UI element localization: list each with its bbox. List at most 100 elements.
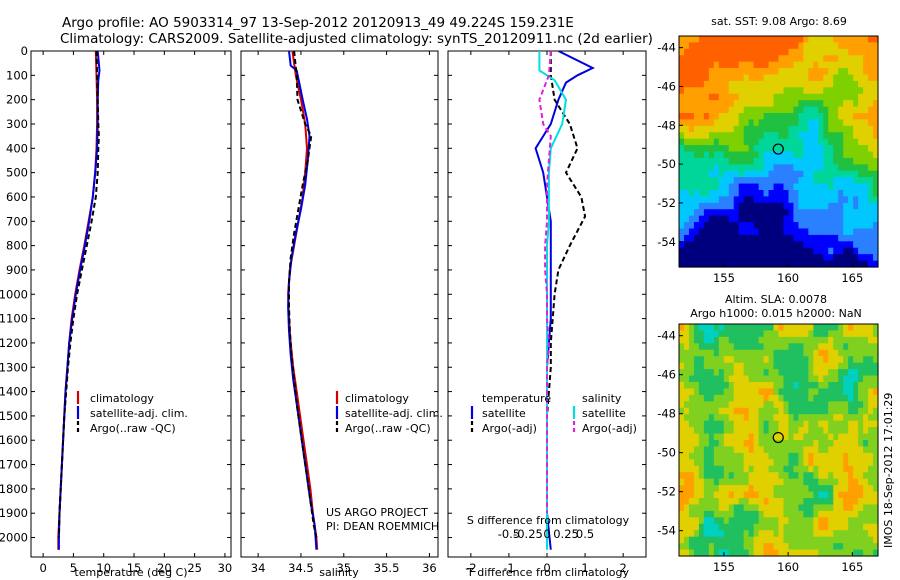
sst-map-cell (723, 247, 730, 255)
sst-map-cell (808, 254, 814, 262)
sla-map-cell (679, 427, 685, 435)
sst-map-cell (743, 183, 750, 191)
sst-map-cell (858, 222, 864, 230)
sst-map-cell (679, 228, 685, 236)
sst-map-cell (738, 138, 745, 146)
sst-map-cell (728, 119, 735, 127)
sst-map-cell (718, 80, 725, 88)
sst-map-cell (803, 202, 809, 210)
sst-map-cell (698, 254, 705, 262)
sst-map-cell (753, 247, 760, 255)
sst-map-cell (758, 36, 765, 44)
sst-map-cell (733, 132, 740, 140)
sst-map-cell (688, 260, 695, 268)
sla-map-cell (693, 517, 700, 525)
sst-map-cell (773, 222, 780, 230)
difference-x2label: S difference from climatology (467, 514, 630, 527)
sst-map-cell (858, 125, 864, 133)
sla-map-cell (768, 394, 775, 402)
sla-map-cell (823, 362, 829, 370)
sst-map-cell (778, 145, 785, 153)
sst-map-cell (763, 260, 770, 268)
sst-map-cell (693, 80, 700, 88)
sst-map-cell (738, 177, 745, 185)
sst-map-cell (763, 183, 770, 191)
sst-map-cell (868, 138, 874, 146)
sla-map-cell (708, 446, 715, 454)
sla-map-cell (713, 362, 720, 370)
sst-map-cell (679, 196, 685, 204)
sla-map-cell (798, 407, 804, 415)
sst-map-cell (823, 106, 829, 114)
sst-map-cell (843, 145, 849, 153)
sst-map-cell (793, 183, 799, 191)
sst-map-cell (679, 177, 685, 185)
sla-map-cell (853, 536, 859, 544)
sst-map-cell (679, 164, 685, 172)
sla-map-cell (858, 362, 864, 370)
sst-map-cell (778, 74, 785, 82)
sst-map-cell (853, 100, 859, 108)
sst-map-cell (683, 55, 690, 63)
sla-map-cell (868, 478, 874, 486)
sst-map-cell (823, 222, 829, 230)
sla-map-cell (868, 440, 874, 448)
sla-map-cell (758, 427, 765, 435)
sst-map-cell (863, 215, 869, 223)
sla-map-cell (788, 343, 795, 351)
sst-map-cell (783, 145, 790, 153)
sst-map-cell (718, 61, 725, 69)
sla-map-cell (823, 498, 829, 506)
sla-map-cell (753, 382, 760, 390)
sst-map-cell (768, 164, 775, 172)
sst-map-cell (858, 74, 864, 82)
sst-map-cell (808, 87, 814, 95)
sst-map-cell (758, 106, 765, 114)
sla-map-cell (773, 440, 780, 448)
sst-map-cell (748, 190, 755, 198)
sla-map-cell (768, 440, 775, 448)
sla-map-cell (723, 433, 730, 441)
sst-map-cell (773, 119, 780, 127)
sst-map-cell (833, 202, 839, 210)
sla-map-cell (733, 420, 740, 428)
sst-map-cell (743, 228, 750, 236)
salinity-series-0 (287, 51, 319, 550)
sst-map-cell (823, 247, 829, 255)
sla-map-cell (703, 498, 710, 506)
temperature-ytick-label: 1400 (0, 385, 28, 399)
sla-map-cell (818, 517, 824, 525)
sst-map-cell (873, 55, 879, 63)
sst-map-cell (753, 132, 760, 140)
sla-map-cell (723, 420, 730, 428)
sst-map-cell (733, 138, 740, 146)
sla-map-cell (783, 330, 790, 338)
sst-map-cell (743, 113, 750, 121)
sst-map-cell (693, 61, 700, 69)
sst-map-cell (863, 68, 869, 76)
sla-map-cell (693, 536, 700, 544)
sla-map-cell (828, 394, 834, 402)
sla-map-cell (753, 388, 760, 396)
sst-map-cell (763, 202, 770, 210)
sla-map-cell (823, 543, 829, 551)
sla-map-cell (768, 420, 775, 428)
sst-map-cell (853, 145, 859, 153)
sst-map-cell (693, 209, 700, 217)
sst-map-cell (703, 100, 710, 108)
sla-map-cell (838, 491, 844, 499)
sst-map-cell (763, 100, 770, 108)
sst-map-cell (758, 68, 765, 76)
sla-map-cell (698, 543, 705, 551)
sla-map-cell (743, 407, 750, 415)
sla-map-cell (858, 504, 864, 512)
sst-map-cell (683, 196, 690, 204)
sst-map-cell (818, 100, 824, 108)
temperature-ytick-label: 1300 (0, 360, 28, 374)
sst-map-cell (803, 247, 809, 255)
sst-map-cell (803, 106, 809, 114)
sst-map-cell (778, 190, 785, 198)
sst-map-cell (828, 93, 834, 101)
sla-map-cell (813, 349, 819, 357)
sla-map-cell (738, 375, 745, 383)
